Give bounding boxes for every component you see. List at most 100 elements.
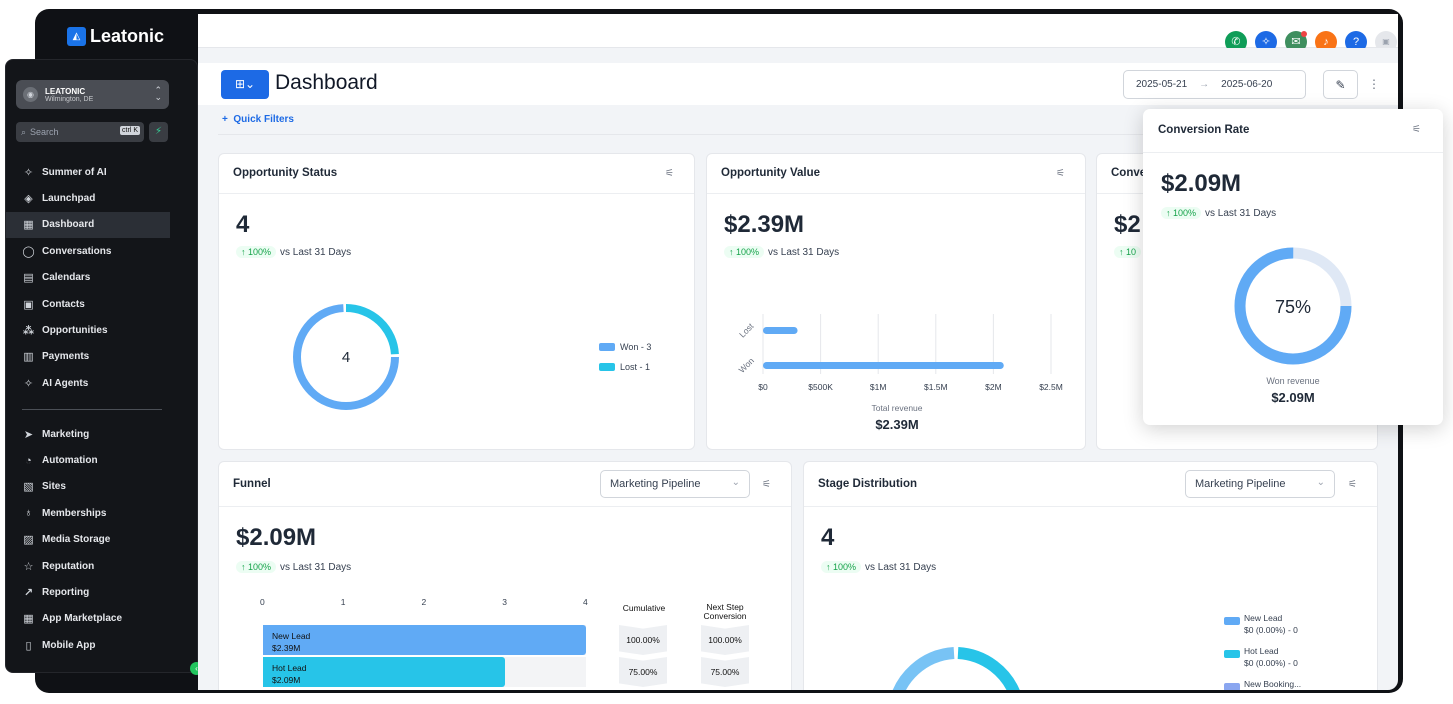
avatar[interactable]: ▣ xyxy=(1375,31,1397,53)
quick-filters-button[interactable]: + Quick Filters xyxy=(222,114,294,125)
status-donut: 4 xyxy=(293,304,399,410)
filter-settings-icon[interactable]: ⚟ xyxy=(665,168,674,179)
page-header: ⊞⌄ Dashboard 2025-05-21 → 2025-06-20 ✎ ⋮ xyxy=(198,63,1398,105)
next-step-header: Next Step Conversion xyxy=(703,602,747,621)
card-header: Opportunity Value ⚟ xyxy=(707,154,1085,194)
sidebar-item-label: Opportunities xyxy=(42,325,108,337)
megaphone-icon[interactable]: ✉ xyxy=(1285,31,1307,53)
conversion-ring: 75% xyxy=(1234,247,1352,365)
sidebar-item-calendars[interactable]: ▤ Calendars xyxy=(6,265,197,291)
apps-icon: ▦ xyxy=(23,613,34,626)
sidebar-item-media-storage[interactable]: ▨ Media Storage xyxy=(6,527,197,553)
sidebar-item-contacts[interactable]: ▣ Contacts xyxy=(6,291,197,317)
legend-item[interactable]: Hot Lead $0 (0.00%) - 0 xyxy=(1244,645,1298,669)
funnel-bar[interactable]: Hot Lead $2.09M xyxy=(263,657,506,687)
pipeline-select-value: Marketing Pipeline xyxy=(1195,478,1286,490)
bar-won[interactable] xyxy=(763,362,1004,369)
funnel-bar[interactable]: New Lead $2.39M xyxy=(263,625,586,655)
x-tick-label: $500K xyxy=(808,382,833,392)
metric-change: ↑ 100% vs Last 31 Days xyxy=(1161,207,1276,219)
sidebar-item-dashboard[interactable]: ▦ Dashboard xyxy=(6,211,170,239)
filter-settings-icon[interactable]: ⚟ xyxy=(1056,168,1065,179)
ring-progress[interactable] xyxy=(1234,247,1352,365)
filter-settings-icon[interactable]: ⚟ xyxy=(1348,479,1357,490)
funnel-next-value: 100.00% xyxy=(701,625,749,655)
pipeline-select-value: Marketing Pipeline xyxy=(610,478,701,490)
brand-name: Leatonic xyxy=(90,26,165,46)
donut-segment[interactable] xyxy=(892,647,955,690)
sidebar-item-reporting[interactable]: ↗ Reporting xyxy=(6,579,197,605)
account-location: Wilmington, DE xyxy=(45,95,94,103)
automation-icon: ◔ xyxy=(25,454,32,467)
legend-detail: $0 (0.00%) - 0 xyxy=(1244,658,1298,668)
funnel-next-value: 75.00% xyxy=(701,657,749,687)
sidebar-item-payments[interactable]: ▥ Payments xyxy=(6,344,197,370)
more-options-icon[interactable]: ⋮ xyxy=(1368,77,1380,91)
sidebar-item-memberships[interactable]: ♁ Memberships xyxy=(6,500,197,526)
sidebar-item-mobile-app[interactable]: ▯ Mobile App xyxy=(6,632,197,658)
layout-switch-button[interactable]: ⊞⌄ xyxy=(221,70,269,99)
sidebar-item-summer-of-ai[interactable]: ✧ Summer of AI xyxy=(6,159,197,185)
sidebar-item-reputation[interactable]: ☆ Reputation xyxy=(6,553,197,579)
metric-change: ↑ 10 xyxy=(1114,246,1145,258)
sidebar-item-launchpad[interactable]: ◈ Launchpad xyxy=(6,185,197,211)
donut-segment[interactable] xyxy=(957,647,1020,690)
legend-won[interactable]: Won - 3 xyxy=(599,342,651,352)
nav-secondary: ➤ Marketing ◔ Automation ▧ Sites ♁ Memberships ▨… xyxy=(6,421,197,659)
date-end: 2025-06-20 xyxy=(1221,79,1273,90)
legend-label: Hot Lead xyxy=(1244,646,1279,656)
vs-label: vs Last 31 Days xyxy=(865,562,937,573)
edit-button[interactable]: ✎ xyxy=(1323,70,1358,99)
sidebar-item-marketing[interactable]: ➤ Marketing xyxy=(6,421,197,447)
arrow-right-icon: → xyxy=(1199,79,1210,90)
brand-logo[interactable]: ◭ Leatonic xyxy=(67,26,164,47)
sidebar-item-opportunities[interactable]: ⁂ Opportunities xyxy=(6,317,197,343)
filter-settings-icon[interactable]: ⚟ xyxy=(762,479,771,490)
help-icon[interactable]: ? xyxy=(1345,31,1367,53)
sidebar-item-conversations[interactable]: ◯ Conversations xyxy=(6,238,197,264)
account-switcher[interactable]: ◉ LEATONIC Wilmington, DE ⌃ ⌄ xyxy=(16,80,169,109)
sidebar-item-automation[interactable]: ◔ Automation xyxy=(6,447,197,473)
ring-footer-label: Won revenue xyxy=(1266,376,1320,386)
bell-icon[interactable]: ♪ xyxy=(1315,31,1337,53)
metric-value: 4 xyxy=(821,524,835,551)
donut-segment-won[interactable] xyxy=(293,304,399,410)
sidebar-item-label: Media Storage xyxy=(42,534,111,546)
bar-lost[interactable] xyxy=(763,327,798,334)
x-tick-label: $2.5M xyxy=(1039,382,1063,392)
account-name: LEATONIC xyxy=(45,86,86,96)
sidebar-item-label: Contacts xyxy=(42,298,85,310)
date-range-picker[interactable]: 2025-05-21 → 2025-06-20 xyxy=(1123,70,1306,99)
phone-icon: ▯ xyxy=(25,639,32,652)
legend-item[interactable]: New Booking... xyxy=(1244,678,1301,690)
magic-icon[interactable]: ✧ xyxy=(1255,31,1277,53)
rocket-icon: ◈ xyxy=(24,193,33,206)
card-title: Conve xyxy=(1111,167,1147,179)
funnel-cumulative-value: 100.00% xyxy=(619,625,667,655)
pipeline-select[interactable]: Marketing Pipeline ⌄ xyxy=(600,470,750,498)
sidebar: ◉ LEATONIC Wilmington, DE ⌃ ⌄ ⌕ Search ct… xyxy=(5,59,198,673)
pipeline-select[interactable]: Marketing Pipeline ⌄ xyxy=(1185,470,1335,498)
change-badge: ↑ 100% xyxy=(236,246,277,258)
metric-value: $2.39M xyxy=(724,211,805,238)
sidebar-item-ai-agents[interactable]: ✧ AI Agents xyxy=(6,370,197,396)
opportunity-status-card: Opportunity Status ⚟ 4 ↑ 100% vs Last 31 … xyxy=(218,153,695,450)
legend-item[interactable]: New Lead $0 (0.00%) - 0 xyxy=(1244,612,1298,636)
stage-distribution-card: Stage Distribution Marketing Pipeline ⌄ ⚟… xyxy=(803,461,1378,690)
receipt-icon: ▥ xyxy=(23,351,34,364)
donut-segment-lost[interactable] xyxy=(293,304,399,410)
filter-settings-icon[interactable]: ⚟ xyxy=(1412,124,1421,135)
sidebar-item-label: Conversations xyxy=(42,245,112,257)
funnel-stage-amount: $2.39M xyxy=(272,643,301,653)
donut-center-value: 4 xyxy=(342,349,350,366)
legend-detail: $0 (0.00%) - 0 xyxy=(1244,625,1298,635)
cumulative-header: Cumulative xyxy=(622,603,666,613)
quick-action-icon[interactable]: ⚡ xyxy=(149,122,168,142)
search-input[interactable]: ⌕ Search ctrl K xyxy=(16,122,144,142)
sidebar-item-sites[interactable]: ▧ Sites xyxy=(6,474,197,500)
phone-icon[interactable]: ✆ xyxy=(1225,31,1247,53)
sidebar-item-app-marketplace[interactable]: ▦ App Marketplace xyxy=(6,606,197,632)
legend-lost[interactable]: Lost - 1 xyxy=(599,362,650,372)
x-tick-label: 1 xyxy=(340,597,346,607)
card-title: Opportunity Value xyxy=(721,167,821,179)
